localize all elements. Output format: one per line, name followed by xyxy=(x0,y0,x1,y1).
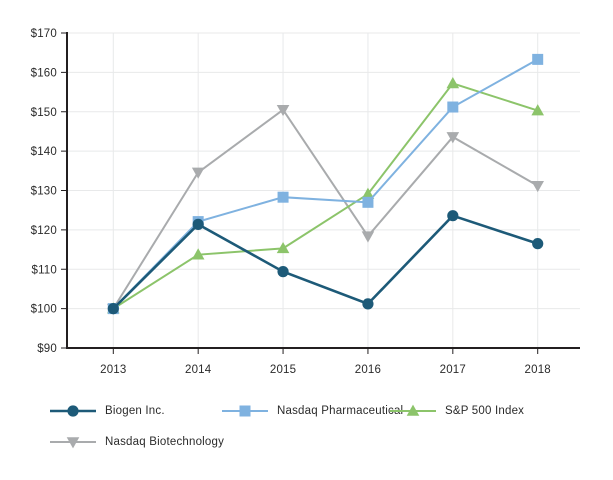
legend-item-nasdaq-pharmaceutical: Nasdaq Pharmaceutical xyxy=(222,403,403,419)
nasdaq-pharmaceutical-marker xyxy=(362,196,374,208)
gridlines xyxy=(68,32,580,347)
y-tick-label: $160 xyxy=(31,67,57,79)
biogen-inc-marker xyxy=(447,210,459,222)
nasdaq-pharmaceutical-marker xyxy=(532,53,544,65)
legend-label-nasdaq-biotechnology: Nasdaq Biotechnology xyxy=(105,436,225,448)
legend-item-nasdaq-biotechnology: Nasdaq Biotechnology xyxy=(50,434,224,450)
nasdaq-biotechnology-legend-marker-icon xyxy=(50,437,96,449)
legend-label-sp500: S&P 500 Index xyxy=(445,405,525,417)
sp500-legend-marker-icon xyxy=(390,404,436,416)
s-p-500-index-marker xyxy=(531,104,544,116)
s-p-500-index-marker xyxy=(361,187,375,199)
legend-item-biogen: Biogen Inc. xyxy=(50,403,165,419)
x-tick-label: 2013 xyxy=(100,364,126,376)
nasdaq-biotechnology-marker xyxy=(446,132,460,144)
nasdaq-biotechnology-marker xyxy=(276,104,290,117)
nasdaq-biotechnology-series xyxy=(107,104,544,316)
x-tick-label: 2016 xyxy=(355,364,381,376)
nasdaq-pharmaceutical-marker xyxy=(277,191,289,203)
nasdaq-pharmaceutical-line xyxy=(112,58,539,310)
biogen-inc-line xyxy=(112,214,539,310)
biogen-inc-marker xyxy=(192,218,204,230)
s-p-500-index-marker xyxy=(191,248,205,260)
s-p-500-index-marker xyxy=(446,77,460,89)
nasdaq-biotechnology-marker xyxy=(361,231,375,243)
s-p-500-index-series xyxy=(107,77,544,314)
s-p-500-index-marker xyxy=(276,241,290,254)
y-tick-label: $120 xyxy=(31,225,57,237)
nasdaq-pharmaceutical-series xyxy=(107,53,544,315)
x-axis-labels: 2013 2014 2015 2016 2017 2018 xyxy=(100,364,551,376)
y-tick-label: $100 xyxy=(31,304,57,316)
nasdaq-biotechnology-marker xyxy=(191,167,205,179)
nasdaq-pharmaceutical-marker xyxy=(447,101,459,113)
s-p-500-index-line xyxy=(112,82,539,310)
biogen-inc-marker xyxy=(362,298,374,310)
y-tick-label: $140 xyxy=(31,146,57,158)
y-axis-labels: $90 $100 $110 $120 $130 $140 $150 $160 $170 xyxy=(31,28,57,355)
legend-label-nasdaq-pharmaceutical: Nasdaq Pharmaceutical xyxy=(277,405,404,417)
x-tick-label: 2018 xyxy=(525,364,551,376)
axes xyxy=(66,32,580,349)
y-tick-label: $90 xyxy=(37,343,57,355)
y-tick-label: $130 xyxy=(31,186,57,198)
biogen-inc-marker xyxy=(277,266,289,278)
biogen-inc-marker xyxy=(532,238,544,250)
biogen-inc-series xyxy=(107,210,544,315)
nasdaq-biotechnology-line xyxy=(112,108,539,310)
legend-label-biogen: Biogen Inc. xyxy=(105,405,165,417)
biogen-legend-marker-icon xyxy=(50,405,96,417)
axis-ticks xyxy=(61,32,539,354)
nasdaq-biotechnology-marker xyxy=(531,180,544,193)
biogen-inc-marker xyxy=(107,303,119,315)
x-tick-label: 2015 xyxy=(270,364,296,376)
x-tick-label: 2014 xyxy=(185,364,212,376)
y-tick-label: $170 xyxy=(31,28,57,40)
y-tick-label: $150 xyxy=(31,107,57,119)
nasdaq-pharmaceutical-legend-marker-icon xyxy=(222,405,268,417)
legend-item-sp500: S&P 500 Index xyxy=(390,403,524,419)
y-tick-label: $110 xyxy=(31,264,57,276)
x-tick-label: 2017 xyxy=(440,364,466,376)
